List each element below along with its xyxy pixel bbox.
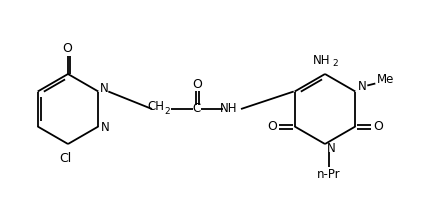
Text: N: N [100,82,109,95]
Text: Cl: Cl [59,151,71,164]
Text: 2: 2 [164,107,170,115]
Text: n-Pr: n-Pr [317,168,341,181]
Text: N: N [101,121,110,134]
Text: O: O [267,120,277,133]
Text: O: O [374,120,383,133]
Text: NH: NH [313,54,331,66]
Text: 2: 2 [332,59,338,69]
Text: C: C [193,102,201,115]
Text: O: O [192,79,202,92]
Text: NH: NH [220,102,238,115]
Text: O: O [62,43,72,56]
Text: N: N [358,80,367,93]
Text: CH: CH [147,100,164,113]
Text: N: N [327,143,335,156]
Text: Me: Me [377,73,394,86]
